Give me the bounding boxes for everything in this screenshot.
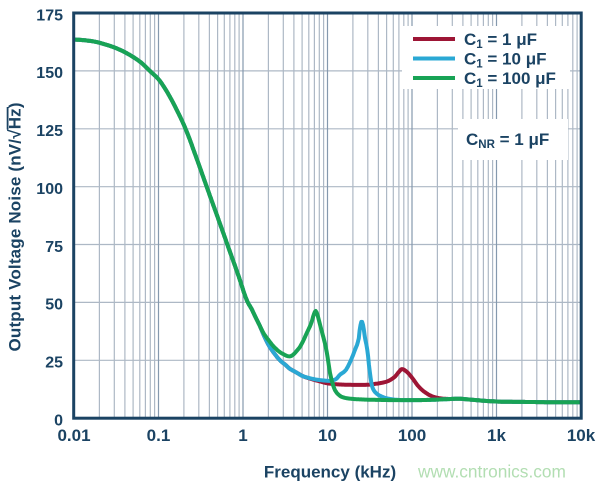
svg-text:Frequency (kHz): Frequency (kHz): [264, 463, 396, 482]
svg-text:C1 = 1 μF: C1 = 1 μF: [464, 30, 537, 51]
svg-text:Output Voltage Noise (nV/√Hz): Output Voltage Noise (nV/√Hz): [6, 103, 25, 352]
svg-text:100: 100: [398, 426, 426, 445]
svg-text:100: 100: [36, 181, 63, 198]
svg-text:75: 75: [45, 239, 63, 256]
svg-text:0: 0: [54, 413, 63, 430]
svg-text:1: 1: [238, 426, 247, 445]
svg-text:0.01: 0.01: [57, 426, 90, 445]
svg-text:0.1: 0.1: [147, 426, 171, 445]
svg-text:175: 175: [36, 7, 63, 24]
svg-text:10: 10: [318, 426, 337, 445]
svg-text:25: 25: [45, 355, 63, 372]
svg-text:150: 150: [36, 65, 63, 82]
svg-text:C1 = 10 μF: C1 = 10 μF: [464, 49, 546, 70]
svg-text:1k: 1k: [487, 426, 506, 445]
svg-text:www.cntronics.com: www.cntronics.com: [417, 462, 566, 482]
svg-text:50: 50: [45, 297, 63, 314]
svg-text:C1 = 100 μF: C1 = 100 μF: [464, 69, 556, 90]
svg-text:125: 125: [36, 123, 63, 140]
svg-text:10k: 10k: [567, 426, 596, 445]
